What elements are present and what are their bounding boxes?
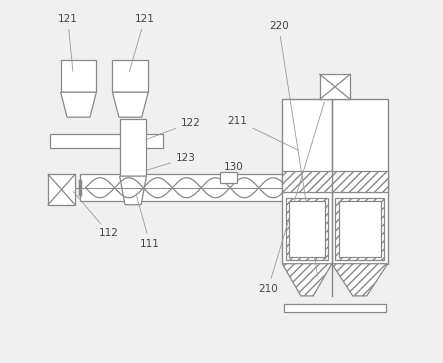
Text: 121: 121 [129, 14, 155, 72]
Bar [113, 60, 148, 92]
Text: 211: 211 [228, 116, 298, 150]
Bar [335, 198, 384, 260]
Bar [282, 99, 388, 264]
Polygon shape [120, 176, 147, 205]
Text: 220: 220 [269, 21, 318, 276]
Bar [50, 134, 163, 147]
Text: 112: 112 [73, 191, 119, 238]
Text: 121: 121 [58, 14, 78, 72]
Bar [286, 198, 328, 260]
Text: 130: 130 [224, 162, 244, 178]
Text: 111: 111 [136, 196, 160, 249]
Bar [282, 171, 388, 192]
Bar [289, 201, 325, 257]
Bar [61, 60, 97, 92]
Bar [220, 172, 237, 183]
Bar [80, 174, 291, 201]
Bar [120, 119, 147, 176]
Text: 210: 210 [258, 102, 324, 294]
Text: 123: 123 [148, 153, 196, 170]
Bar [320, 74, 350, 99]
Bar [284, 304, 386, 312]
Text: 122: 122 [145, 118, 201, 140]
Bar [339, 201, 381, 257]
Bar [48, 174, 75, 205]
Polygon shape [113, 92, 148, 117]
Polygon shape [61, 92, 97, 117]
Polygon shape [332, 264, 388, 296]
Polygon shape [282, 264, 332, 296]
